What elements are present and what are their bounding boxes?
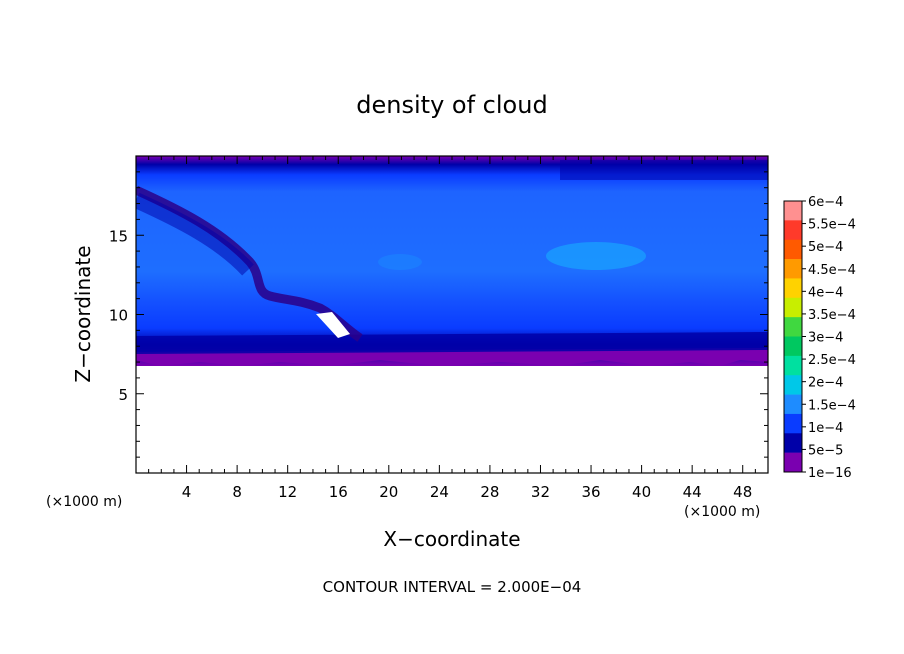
colorbar-label: 1.5e−4 — [808, 398, 856, 413]
colorbar-swatch — [784, 433, 802, 453]
dark-streak-halo — [136, 192, 254, 276]
colorbar-label: 4.5e−4 — [808, 263, 856, 278]
x-tick-label: 32 — [531, 483, 550, 501]
colorbar-swatch — [784, 413, 802, 434]
contour-interval: CONTOUR INTERVAL = 2.000E−04 — [323, 578, 582, 596]
x-unit-left: (×1000 m) — [46, 494, 122, 510]
cloud-base-dark — [136, 332, 768, 354]
colorbar-swatch — [784, 239, 802, 260]
colorbar-label: 1e−4 — [808, 421, 843, 436]
colorbar-label: 3.5e−4 — [808, 308, 856, 323]
x-tick-label: 48 — [733, 483, 752, 501]
colorbar-label: 4e−4 — [808, 285, 843, 300]
x-tick-label: 28 — [480, 483, 499, 501]
colorbar-label: 5e−4 — [808, 240, 843, 255]
colorbar-swatch — [784, 278, 802, 299]
colorbar-label: 1e−16 — [808, 466, 852, 481]
x-tick-label: 36 — [581, 483, 600, 501]
y-tick-label: 5 — [118, 386, 128, 404]
x-axis-label: X−coordinate — [383, 527, 520, 551]
light-blob — [546, 242, 646, 270]
clear-air — [136, 368, 768, 473]
y-axis-label: Z−coordinate — [71, 245, 95, 382]
colorbar-swatch — [784, 336, 802, 357]
x-tick-label: 4 — [182, 483, 192, 501]
colorbar-label: 3e−4 — [808, 331, 843, 346]
colorbar-label: 5e−5 — [808, 443, 843, 458]
colorbar-swatch — [784, 317, 802, 337]
colorbar-swatch — [784, 394, 802, 415]
top-dark-band — [560, 160, 768, 180]
colorbar-swatch — [784, 375, 802, 395]
x-tick-label: 12 — [278, 483, 297, 501]
colorbar-swatch — [784, 201, 802, 221]
colorbar-swatch — [784, 297, 802, 318]
y-axis-ticks: 5 10 15 — [109, 171, 768, 458]
x-tick-label: 20 — [379, 483, 398, 501]
x-tick-label: 16 — [329, 483, 348, 501]
colorbar-swatch — [784, 220, 802, 241]
x-tick-label: 8 — [232, 483, 242, 501]
y-tick-label: 10 — [109, 307, 128, 325]
colorbar-label: 2.5e−4 — [808, 353, 856, 368]
density-field — [136, 156, 768, 473]
colorbar-label: 2e−4 — [808, 376, 843, 391]
colorbar-label: 5.5e−4 — [808, 218, 856, 233]
x-tick-label: 44 — [683, 483, 702, 501]
colorbar-label: 6e−4 — [808, 195, 843, 210]
x-unit-right: (×1000 m) — [684, 504, 760, 520]
y-tick-label: 15 — [109, 227, 128, 245]
x-tick-label: 40 — [632, 483, 651, 501]
hole — [316, 312, 350, 338]
colorbar-swatch — [784, 259, 802, 279]
colorbar-swatch — [784, 452, 802, 473]
x-axis-ticks: 4 8 12 16 20 24 28 32 36 40 44 48 — [148, 156, 756, 501]
light-blob-2 — [378, 254, 422, 270]
colorbar: 6e−4 5.5e−4 5e−4 4.5e−4 4e−4 3.5e−4 3e−4 2.5e−4… — [783, 195, 856, 481]
colorbar-swatch — [784, 355, 802, 376]
x-tick-label: 24 — [430, 483, 449, 501]
chart-title: density of cloud — [356, 91, 547, 119]
